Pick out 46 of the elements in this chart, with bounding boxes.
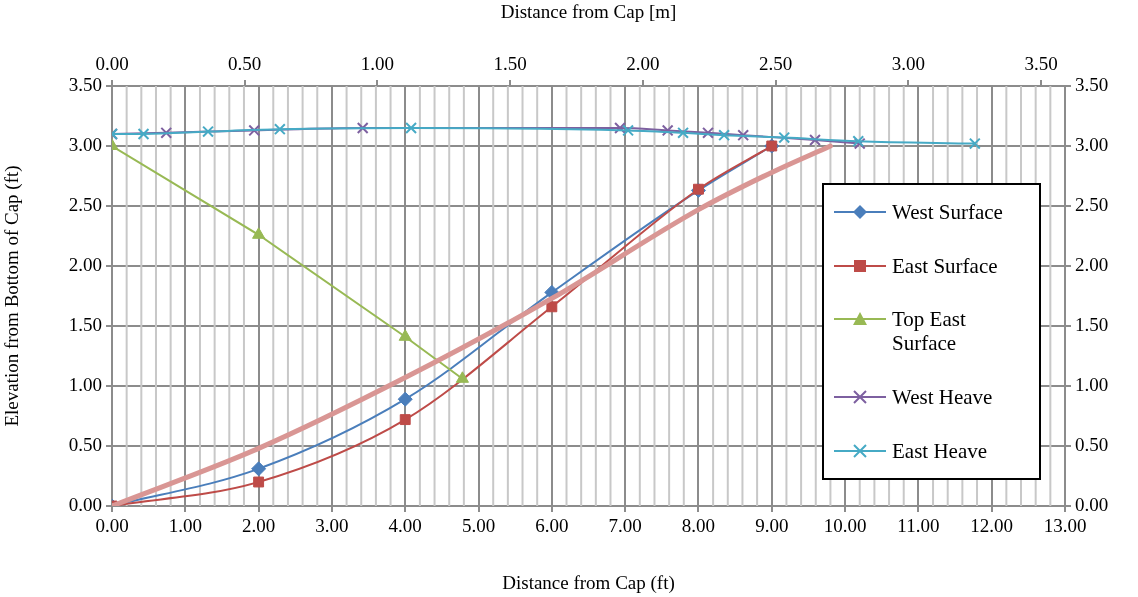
- y-tick-label: 1.00: [68, 373, 102, 395]
- x2-tick-label: 3.50: [1024, 52, 1058, 74]
- y-tick-label: 3.50: [68, 73, 102, 95]
- x-axis-title: Distance from Cap (ft): [502, 571, 675, 594]
- y2-tick-label: 1.00: [1075, 373, 1109, 395]
- y-tick-label: 0.50: [68, 433, 102, 455]
- x-tick-label: 1.00: [168, 515, 202, 537]
- legend-label: Top East Surface: [892, 307, 967, 356]
- x-tick-label: 10.00: [823, 515, 867, 537]
- x2-tick-label: 0.00: [95, 52, 129, 74]
- y2-tick-label: 0.50: [1075, 433, 1109, 455]
- legend-label: East Heave: [892, 439, 989, 464]
- y-tick-label: 1.50: [68, 313, 102, 335]
- x-tick-label: 8.00: [681, 515, 716, 537]
- y-tick-label: 2.50: [68, 193, 102, 215]
- x-tick-label: 6.00: [535, 515, 569, 537]
- y2-tick-label: 0.00: [1075, 493, 1109, 515]
- y-tick-label: 2.00: [68, 253, 102, 275]
- y2-tick-label: 3.00: [1075, 133, 1109, 155]
- x2-tick-label: 2.00: [626, 52, 660, 74]
- x-tick-label: 12.00: [970, 515, 1014, 537]
- x-tick-label: 4.00: [388, 515, 422, 537]
- y2-tick-label: 3.50: [1075, 73, 1109, 95]
- y-axis-title: Elevation from Bottom of Cap (ft): [1, 165, 24, 427]
- x-tick-label: 0.00: [95, 515, 129, 537]
- y-tick-label: 0.00: [68, 493, 102, 515]
- x2-tick-label: 1.00: [360, 52, 395, 74]
- legend-label: East Surface: [892, 253, 999, 278]
- x2-tick-label: 1.50: [493, 52, 527, 74]
- x-tick-label: 11.00: [897, 515, 940, 537]
- x2-tick-label: 0.50: [228, 52, 262, 74]
- x2-axis-title: Distance from Cap [m]: [500, 1, 677, 23]
- y2-tick-label: 2.50: [1075, 193, 1109, 215]
- y2-tick-label: 2.00: [1075, 253, 1109, 275]
- y-tick-label: 3.00: [68, 133, 102, 155]
- x-tick-label: 2.00: [241, 515, 276, 537]
- y2-tick-label: 1.50: [1075, 313, 1109, 335]
- legend-label: West Surface: [892, 199, 1004, 224]
- x-tick-label: 13.00: [1043, 515, 1087, 537]
- x-tick-label: 9.00: [755, 515, 789, 537]
- x2-tick-label: 3.00: [891, 52, 925, 74]
- x2-tick-label: 2.50: [759, 52, 793, 74]
- x-tick-label: 3.00: [315, 515, 349, 537]
- x-tick-label: 7.00: [608, 515, 642, 537]
- legend-label: West Heave: [892, 385, 994, 410]
- x-tick-label: 5.00: [461, 515, 496, 537]
